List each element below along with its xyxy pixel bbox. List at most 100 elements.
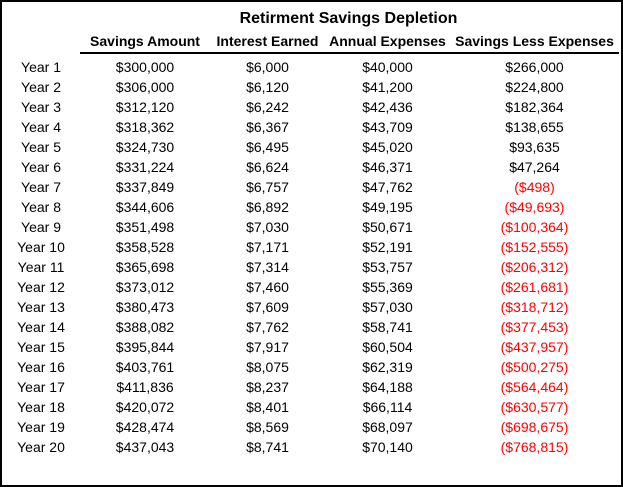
- table-row: Year 13 $380,473 $7,609 $57,030 ($318,712): [2, 297, 619, 317]
- expenses-cell: $66,114: [362, 399, 413, 415]
- expenses-cell: $52,191: [362, 239, 413, 255]
- savings-cell: $318,362: [115, 119, 175, 135]
- column-header-annual-expenses: Annual Expenses: [325, 32, 450, 54]
- table-row: Year 2 $306,000 $6,120 $41,200 $224,800: [2, 77, 619, 97]
- table-row: Year 11 $365,698 $7,314 $53,757 ($206,312): [2, 257, 619, 277]
- table-row: Year 12 $373,012 $7,460 $55,369 ($261,681): [2, 277, 619, 297]
- interest-cell: $7,171: [246, 239, 289, 255]
- savings-cell: $373,012: [115, 279, 175, 295]
- savings-cell: $324,730: [115, 139, 175, 155]
- table-row: Year 20 $437,043 $8,741 $70,140 ($768,815): [2, 437, 619, 457]
- table-row: Year 8 $344,606 $6,892 $49,195 ($49,693): [2, 197, 619, 217]
- table-body: Year 1 $300,000 $6,000 $40,000 $266,000 Year …: [2, 53, 619, 457]
- savings-cell: $331,224: [115, 159, 175, 175]
- interest-cell: $6,000: [246, 59, 289, 75]
- net-cell: ($698,675): [500, 419, 569, 435]
- interest-cell: $7,917: [246, 339, 289, 355]
- year-label: Year 2: [21, 79, 61, 95]
- interest-cell: $8,401: [246, 399, 289, 415]
- savings-depletion-table: Savings Amount Interest Earned Annual Ex…: [2, 32, 619, 457]
- savings-cell: $437,043: [115, 439, 175, 455]
- interest-cell: $7,762: [246, 319, 289, 335]
- interest-cell: $7,314: [246, 259, 289, 275]
- expenses-cell: $49,195: [362, 199, 413, 215]
- expenses-cell: $42,436: [362, 99, 413, 115]
- column-header-savings-amount: Savings Amount: [80, 32, 210, 54]
- year-label: Year 1: [21, 58, 61, 75]
- expenses-cell: $55,369: [362, 279, 413, 295]
- net-cell: $138,655: [505, 119, 564, 135]
- expenses-cell: $41,200: [362, 79, 413, 95]
- expenses-cell: $47,762: [362, 179, 413, 195]
- interest-cell: $8,237: [246, 379, 289, 395]
- interest-cell: $7,030: [246, 219, 289, 235]
- interest-cell: $6,367: [246, 119, 289, 135]
- year-label: Year 16: [17, 359, 65, 375]
- table-row: Year 7 $337,849 $6,757 $47,762 ($498): [2, 177, 619, 197]
- savings-cell: $411,836: [116, 379, 174, 395]
- expenses-cell: $46,371: [362, 159, 413, 175]
- interest-cell: $6,624: [246, 159, 289, 175]
- year-label: Year 4: [21, 119, 61, 135]
- expenses-cell: $70,140: [362, 439, 413, 455]
- interest-cell: $7,609: [246, 299, 289, 315]
- year-label: Year 11: [17, 259, 65, 275]
- net-cell: $182,364: [505, 99, 564, 115]
- year-label: Year 7: [21, 179, 61, 195]
- savings-cell: $351,498: [115, 219, 175, 235]
- year-label: Year 6: [21, 159, 61, 175]
- year-label: Year 13: [17, 299, 65, 315]
- savings-cell: $395,844: [115, 339, 175, 355]
- page-title: Retirment Savings Depletion: [239, 10, 458, 27]
- column-header-year: [2, 32, 80, 53]
- table-row: Year 19 $428,474 $8,569 $68,097 ($698,675): [2, 417, 619, 437]
- year-label: Year 20: [17, 439, 65, 455]
- year-label: Year 17: [17, 379, 65, 395]
- savings-cell: $306,000: [115, 79, 175, 95]
- expenses-cell: $58,741: [362, 319, 413, 335]
- net-cell: $93,635: [509, 139, 560, 155]
- table-row: Year 14 $388,082 $7,762 $58,741 ($377,453): [2, 317, 619, 337]
- savings-cell: $312,120: [115, 99, 175, 115]
- savings-cell: $344,606: [115, 199, 175, 215]
- year-label: Year 8: [21, 199, 61, 215]
- expenses-cell: $40,000: [362, 59, 413, 75]
- savings-cell: $337,849: [115, 179, 175, 195]
- expenses-cell: $57,030: [362, 299, 413, 315]
- table-row: Year 4 $318,362 $6,367 $43,709 $138,655: [2, 117, 619, 137]
- expenses-cell: $60,504: [362, 339, 413, 355]
- column-header-interest-earned: Interest Earned: [210, 32, 325, 54]
- interest-cell: $6,120: [246, 79, 289, 95]
- table-row: Year 16 $403,761 $8,075 $62,319 ($500,275): [2, 357, 619, 377]
- table-row: Year 1 $300,000 $6,000 $40,000 $266,000: [2, 53, 619, 77]
- net-cell: ($377,453): [500, 319, 569, 335]
- interest-cell: $6,495: [246, 139, 289, 155]
- table-row: Year 3 $312,120 $6,242 $42,436 $182,364: [2, 97, 619, 117]
- table-row: Year 17 $411,836 $8,237 $64,188 ($564,464): [2, 377, 619, 397]
- expenses-cell: $64,188: [362, 379, 413, 395]
- interest-cell: $8,569: [246, 419, 289, 435]
- savings-cell: $420,072: [115, 399, 175, 415]
- savings-cell: $428,474: [115, 419, 175, 435]
- expenses-cell: $43,709: [362, 119, 413, 135]
- net-cell: $224,800: [505, 79, 564, 95]
- year-label: Year 5: [21, 139, 61, 155]
- expenses-cell: $50,671: [362, 219, 413, 235]
- table-row: Year 15 $395,844 $7,917 $60,504 ($437,957): [2, 337, 619, 357]
- year-label: Year 9: [21, 219, 61, 235]
- table-row: Year 10 $358,528 $7,171 $52,191 ($152,555): [2, 237, 619, 257]
- year-label: Year 12: [17, 279, 65, 295]
- net-cell: ($206,312): [500, 259, 569, 275]
- net-cell: ($500,275): [500, 359, 569, 375]
- interest-cell: $8,741: [246, 439, 289, 455]
- savings-cell: $403,761: [115, 359, 175, 375]
- column-header-savings-less-expenses: Savings Less Expenses: [450, 32, 619, 54]
- net-cell: ($630,577): [500, 399, 569, 415]
- savings-cell: $388,082: [115, 319, 175, 335]
- expenses-cell: $62,319: [362, 359, 413, 375]
- net-cell: ($437,957): [500, 339, 569, 355]
- net-cell: ($498): [514, 179, 555, 195]
- year-label: Year 15: [17, 339, 65, 355]
- year-label: Year 3: [21, 99, 61, 115]
